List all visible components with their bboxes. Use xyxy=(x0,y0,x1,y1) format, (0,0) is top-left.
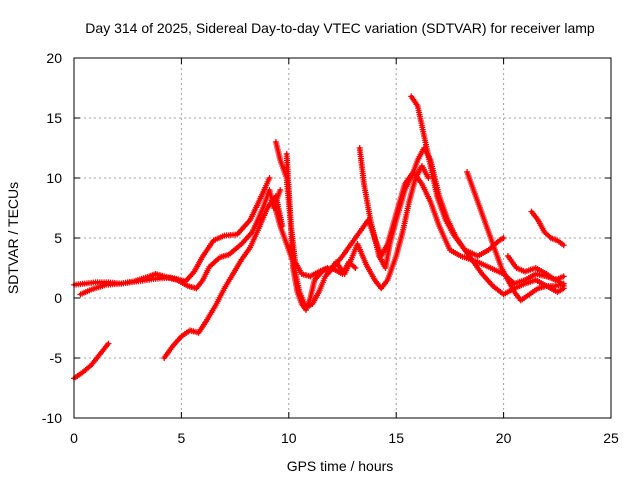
y-tick-label: 20 xyxy=(46,50,62,66)
x-tick-label: 10 xyxy=(281,430,297,446)
series-arc-13 xyxy=(528,208,567,249)
y-axis-title: SDTVAR / TECUs xyxy=(5,182,21,294)
y-tick-label: 5 xyxy=(54,230,62,246)
series-arc-1 xyxy=(71,340,112,382)
x-tick-label: 5 xyxy=(178,430,186,446)
series-line xyxy=(72,188,282,290)
series-markers xyxy=(528,208,567,249)
x-tick-label: 20 xyxy=(496,430,512,446)
y-tick-label: -5 xyxy=(50,350,63,366)
series-arc-9 xyxy=(324,163,432,292)
series-arc-4 xyxy=(161,193,286,361)
series-markers xyxy=(408,93,507,259)
grid xyxy=(74,58,611,418)
y-tick-label: -10 xyxy=(42,410,62,426)
y-tick-label: 15 xyxy=(46,110,62,126)
y-tick-labels: -10 -5 0 5 10 15 20 xyxy=(42,50,62,426)
x-tick-label: 25 xyxy=(603,430,619,446)
y-tick-label: 10 xyxy=(46,170,62,186)
series-markers xyxy=(504,253,567,283)
series-arc-3 xyxy=(77,175,273,298)
axis-ticks xyxy=(73,57,612,419)
series-markers xyxy=(77,175,273,298)
series-markers xyxy=(270,169,567,311)
series-markers xyxy=(161,193,286,361)
series-markers xyxy=(71,340,112,382)
series-markers xyxy=(71,187,284,292)
series-arc-12 xyxy=(504,253,567,283)
series-arc-10 xyxy=(408,93,507,259)
chart-title: Day 314 of 2025, Sidereal Day-to-day VTE… xyxy=(85,20,595,36)
x-tick-labels: 0 5 10 15 20 25 xyxy=(70,430,619,446)
series-group xyxy=(71,93,567,382)
x-tick-label: 0 xyxy=(70,430,78,446)
series-markers xyxy=(324,163,432,292)
series-arc-2 xyxy=(71,187,284,292)
y-tick-label: 0 xyxy=(54,290,62,306)
x-tick-label: 15 xyxy=(388,430,404,446)
series-arc-11 xyxy=(464,169,567,304)
series-markers xyxy=(464,169,567,304)
x-axis-title: GPS time / hours xyxy=(287,458,394,474)
series-arc-7 xyxy=(270,169,567,311)
